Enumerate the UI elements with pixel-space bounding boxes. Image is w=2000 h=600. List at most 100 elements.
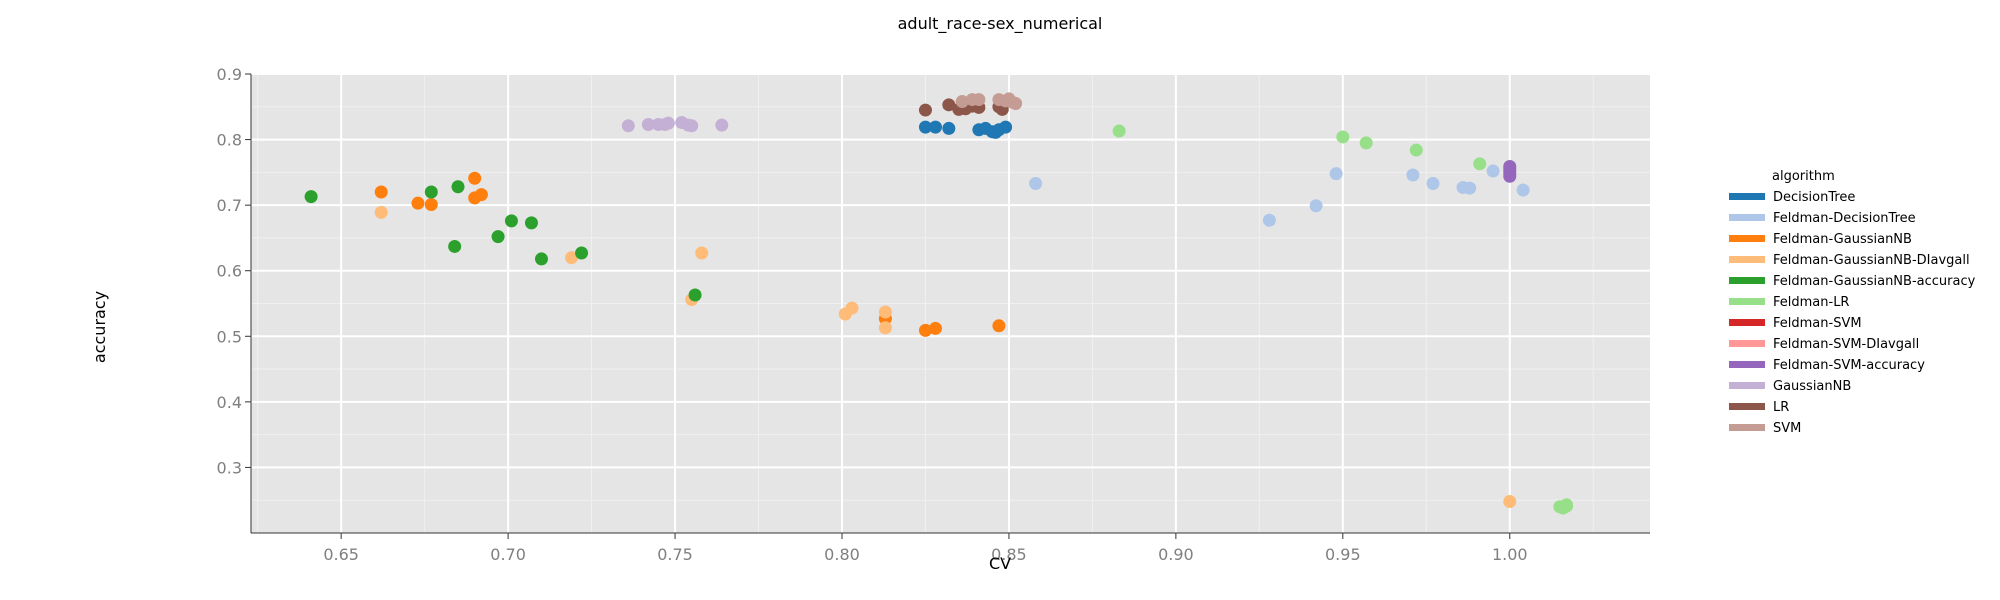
legend-swatch <box>1729 361 1765 368</box>
data-point <box>1359 136 1373 150</box>
data-point <box>504 214 518 228</box>
data-point <box>1406 168 1420 182</box>
data-point <box>524 216 538 230</box>
legend-label: LR <box>1773 400 1789 415</box>
data-point <box>641 117 655 131</box>
major-gridlines <box>251 73 1650 533</box>
data-point <box>918 103 932 117</box>
data-point <box>451 180 465 194</box>
x-tick-label: 0.85 <box>991 545 1027 564</box>
y-axis-title: accuracy <box>90 291 109 363</box>
data-point <box>374 185 388 199</box>
data-point <box>685 119 699 133</box>
data-point <box>1516 183 1530 197</box>
data-point <box>1503 159 1517 173</box>
data-point <box>424 197 438 211</box>
chart-title: adult_race-sex_numerical <box>898 14 1103 34</box>
legend-label: Feldman-GaussianNB-accuracy <box>1773 274 1976 289</box>
data-point <box>534 252 548 266</box>
legend-label: GaussianNB <box>1773 379 1851 394</box>
data-point <box>424 185 438 199</box>
legend-swatch <box>1729 193 1765 200</box>
data-point <box>1503 495 1517 509</box>
data-point <box>1309 199 1323 213</box>
legend-swatch <box>1729 298 1765 305</box>
data-point <box>575 246 589 260</box>
y-tick-label: 0.6 <box>217 262 242 281</box>
y-tick-label: 0.3 <box>217 458 242 477</box>
data-point <box>1329 167 1343 181</box>
data-point <box>845 301 859 315</box>
x-tick-label: 0.70 <box>490 545 526 564</box>
data-point <box>992 319 1006 333</box>
legend-swatch <box>1729 319 1765 326</box>
axes <box>250 74 1650 534</box>
data-point <box>942 121 956 135</box>
y-axis-ticks: 0.3 0.4 0.5 0.6 0.7 0.8 0.9 <box>217 65 251 477</box>
legend-swatch <box>1729 214 1765 221</box>
x-axis-ticks: 0.65 0.70 0.75 0.80 0.85 0.90 0.95 1.00 <box>323 533 1528 564</box>
legend-items: DecisionTree Feldman-DecisionTree Feldman-… <box>1729 190 1976 436</box>
minor-gridlines <box>251 74 1650 533</box>
y-tick-label: 0.8 <box>217 131 242 150</box>
data-point <box>661 116 675 130</box>
legend-label: DecisionTree <box>1773 190 1855 205</box>
x-axis-title: CV <box>989 554 1011 573</box>
data-point <box>1262 213 1276 227</box>
data-point <box>374 205 388 219</box>
data-point <box>491 230 505 244</box>
legend: algorithm DecisionTree Feldman-DecisionTr… <box>1729 169 1976 436</box>
data-point <box>304 190 318 204</box>
data-point <box>468 171 482 185</box>
legend-title: algorithm <box>1772 169 1835 184</box>
x-tick-label: 0.65 <box>323 545 359 564</box>
data-point <box>1029 177 1043 191</box>
x-tick-label: 0.80 <box>824 545 860 564</box>
legend-label: Feldman-GaussianNB <box>1773 232 1912 247</box>
data-point <box>1336 130 1350 144</box>
data-point <box>878 305 892 319</box>
data-point <box>1560 498 1574 512</box>
x-tick-label: 0.75 <box>657 545 693 564</box>
data-point <box>1463 181 1477 195</box>
x-tick-label: 1.00 <box>1492 545 1528 564</box>
legend-swatch <box>1729 382 1765 389</box>
legend-label: SVM <box>1773 421 1801 436</box>
data-point <box>928 120 942 134</box>
data-point <box>918 120 932 134</box>
data-point <box>942 98 956 112</box>
data-point <box>448 239 462 253</box>
data-point <box>411 196 425 210</box>
legend-swatch <box>1729 424 1765 431</box>
data-point <box>715 118 729 132</box>
data-point <box>928 321 942 335</box>
data-point <box>972 93 986 107</box>
data-points <box>304 92 1574 515</box>
y-tick-label: 0.5 <box>217 327 242 346</box>
legend-label: Feldman-SVM-DIavgall <box>1773 337 1919 352</box>
legend-label: Feldman-SVM-accuracy <box>1773 358 1925 373</box>
y-tick-label: 0.7 <box>217 196 242 215</box>
legend-label: Feldman-LR <box>1773 295 1849 310</box>
x-tick-label: 0.95 <box>1325 545 1361 564</box>
data-point <box>688 288 702 302</box>
y-tick-label: 0.9 <box>217 65 242 84</box>
data-point <box>1486 164 1500 178</box>
legend-swatch <box>1729 340 1765 347</box>
data-point <box>565 251 579 265</box>
data-point <box>695 246 709 260</box>
x-tick-label: 0.90 <box>1158 545 1194 564</box>
legend-swatch <box>1729 403 1765 410</box>
legend-label: Feldman-SVM <box>1773 316 1862 331</box>
data-point <box>1112 124 1126 138</box>
data-point <box>1426 177 1440 191</box>
data-point <box>621 119 635 133</box>
data-point <box>1009 97 1023 111</box>
y-tick-label: 0.4 <box>217 393 242 412</box>
data-point <box>918 323 932 337</box>
legend-swatch <box>1729 277 1765 284</box>
data-point <box>999 120 1013 134</box>
data-point <box>1473 157 1487 171</box>
data-point <box>474 188 488 202</box>
